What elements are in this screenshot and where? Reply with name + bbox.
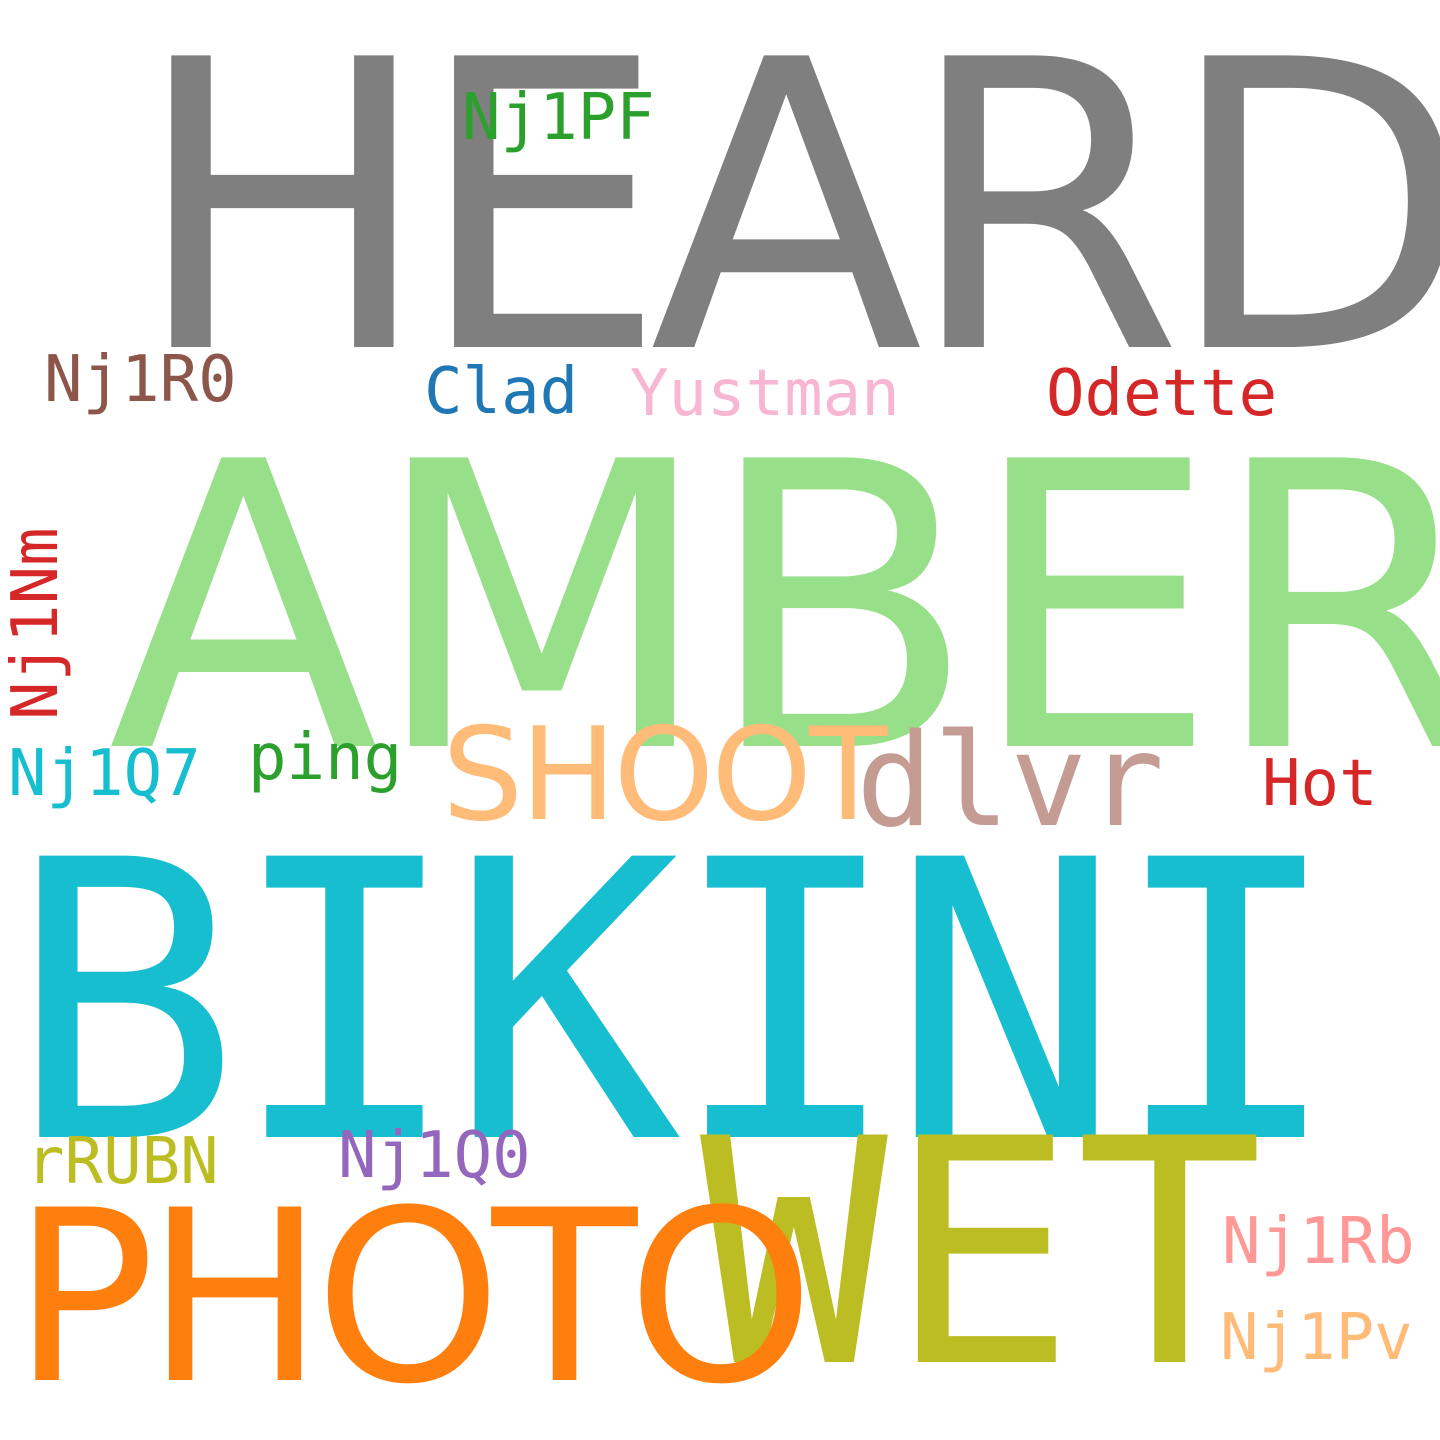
word-bikini: BIKINI (8, 780, 1342, 1229)
word-nj1q7: Nj1Q7 (8, 737, 201, 811)
word-heard: HEARD (132, 0, 1440, 442)
word-dlvr: dlvr (856, 707, 1165, 856)
word-nj1q0: Nj1Q0 (338, 1119, 531, 1193)
word-rrubn: rRUBN (26, 1125, 219, 1199)
word-photo: PHOTO (12, 1160, 815, 1437)
word-amber: AMBER (108, 379, 1440, 840)
word-wet: WET (700, 1072, 1264, 1436)
word-nj1r0: Nj1R0 (44, 343, 237, 417)
word-nj1pf: Nj1PF (462, 81, 655, 155)
word-shoot: SHOOT (442, 701, 887, 850)
word-clad: Clad (424, 355, 579, 429)
word-nj1pv: Nj1Pv (1220, 1301, 1413, 1375)
word-hot: Hot (1262, 747, 1378, 821)
word-ping: ping (248, 721, 403, 795)
word-odette: Odette (1046, 357, 1278, 431)
word-nj1nm: Nj1Nm (0, 527, 73, 720)
word-nj1rb: Nj1Rb (1222, 1205, 1415, 1279)
word-yustman: Yustman (630, 357, 900, 431)
